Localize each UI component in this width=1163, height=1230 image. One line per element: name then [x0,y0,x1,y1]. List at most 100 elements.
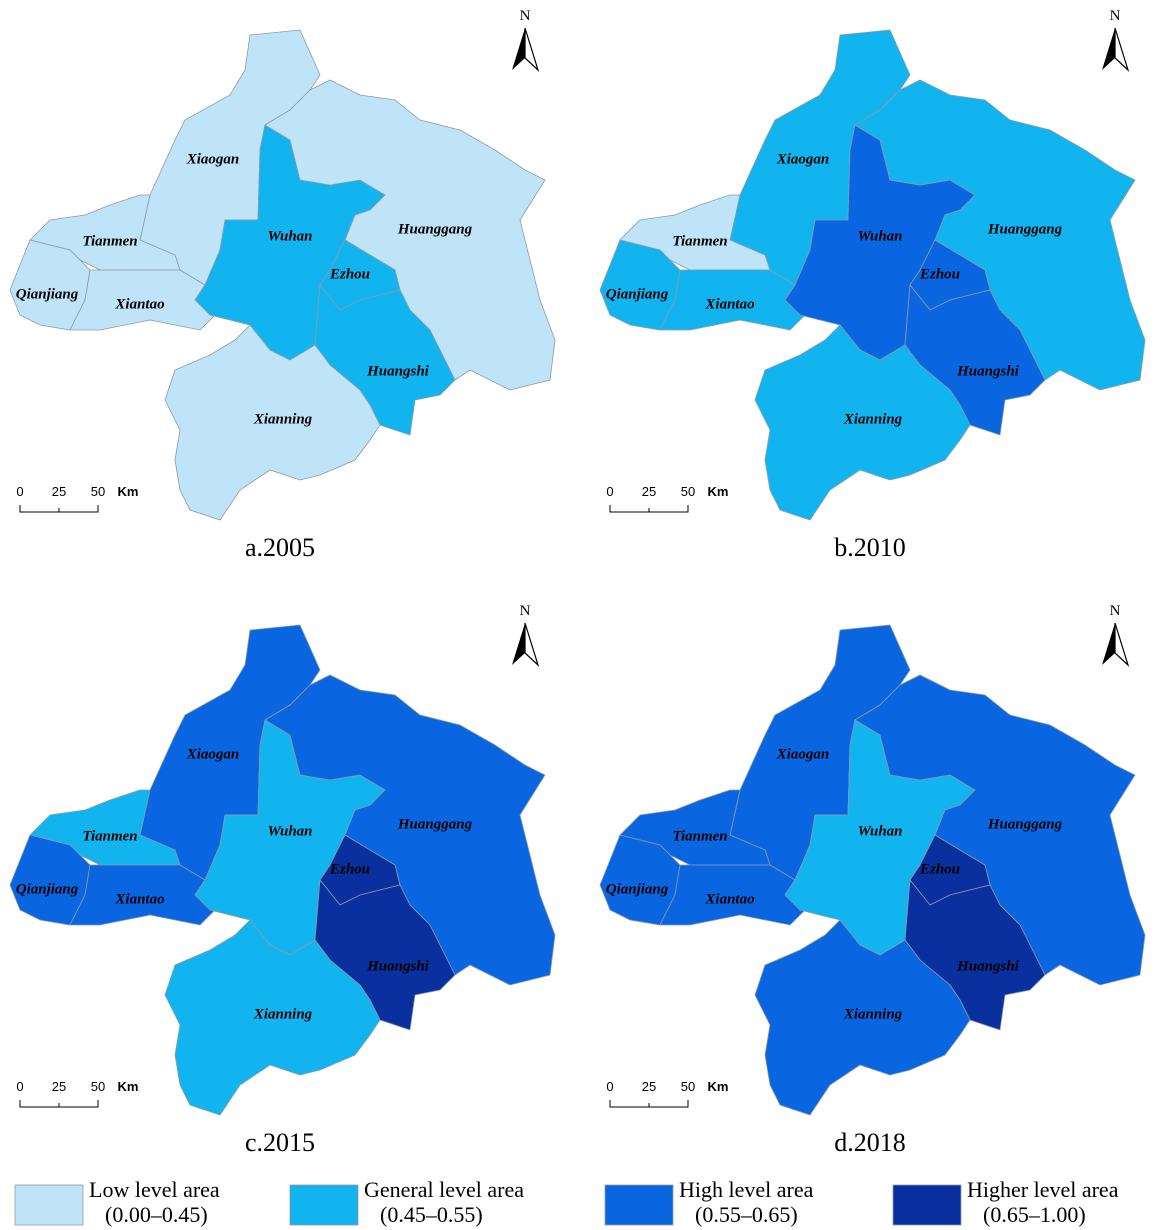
map-panel: Xiaogan Tianmen Qianjiang Xiantao Wuhan Huang… [9,603,556,1157]
legend-range: (0.45–0.55) [380,1202,483,1227]
region-label: Ezhou [329,861,370,877]
region [659,864,806,926]
panel-caption: a.2005 [245,533,315,562]
scale-bar [19,505,99,513]
scale-bar [609,505,689,513]
legend-range: (0.55–0.65) [695,1202,798,1227]
region-label: Xianning [843,1006,903,1022]
scale-tick: 25 [52,484,66,499]
scale-tick: 0 [16,484,23,499]
region-label: Xiantao [704,891,754,907]
region-label: Tianmen [82,828,137,844]
region [164,919,381,1116]
region [69,269,216,331]
panel-caption: c.2015 [245,1128,315,1157]
north-arrow [1114,27,1130,72]
region-label: Huangshi [366,958,430,974]
region [69,864,216,926]
north-label: N [520,8,531,24]
legend-range: (0.65–1.00) [983,1202,1086,1227]
legend-swatch [289,1184,359,1226]
region-label: Ezhou [919,266,960,282]
legend-range: (0.00–0.45) [105,1202,208,1227]
panel-caption: d.2018 [834,1128,906,1157]
legend-swatch [892,1184,962,1226]
north-arrow [524,622,540,667]
map-panel: Xiaogan Tianmen Qianjiang Xiantao Wuhan Huang… [599,603,1146,1157]
panel-caption: b.2010 [834,533,906,562]
map-panel: Xiaogan Tianmen Qianjiang Xiantao Wuhan Huang… [599,8,1146,562]
region-label: Ezhou [919,861,960,877]
scale-tick: 50 [681,1079,695,1094]
region-label: Wuhan [267,823,312,839]
legend-label: High level area [679,1177,814,1202]
region-label: Wuhan [267,228,312,244]
north-arrow [512,28,525,70]
legend-swatch [14,1184,84,1226]
region-label: Huanggang [987,816,1063,832]
region [754,324,971,521]
north-label: N [520,603,531,619]
scale-tick: 0 [16,1079,23,1094]
region-label: Huangshi [956,958,1020,974]
region-label: Xiaogan [776,746,830,762]
region-label: Xiantao [704,296,754,312]
scale-unit: Km [708,1079,729,1094]
scale-bar [609,1100,689,1108]
north-arrow [1102,623,1115,665]
region-label: Qianjiang [16,286,79,302]
scale-tick: 50 [91,1079,105,1094]
region-label: Huanggang [397,221,473,237]
region-label: Huanggang [987,221,1063,237]
region-label: Xiaogan [186,746,240,762]
region-label: Wuhan [857,823,902,839]
region-label: Xianning [843,411,903,427]
north-label: N [1110,8,1121,24]
scale-bar [19,1100,99,1108]
legend-label: Higher level area [967,1177,1119,1202]
region-label: Qianjiang [16,881,79,897]
map-panel: Xiaogan Tianmen Qianjiang Xiantao Wuhan Huang… [9,8,556,562]
region-label: Qianjiang [606,881,669,897]
region [264,79,556,391]
legend-label: Low level area [89,1177,220,1202]
region [164,324,381,521]
scale-tick: 0 [606,1079,613,1094]
region-label: Qianjiang [606,286,669,302]
scale-unit: Km [118,1079,139,1094]
region-label: Huangshi [366,363,430,379]
scale-tick: 50 [91,484,105,499]
region-label: Xiaogan [186,151,240,167]
north-arrow [524,27,540,72]
north-arrow [1102,28,1115,70]
region-label: Xiantao [114,296,164,312]
region [854,674,1146,986]
region-label: Huanggang [397,816,473,832]
region [659,269,806,331]
scale-tick: 25 [642,484,656,499]
region-label: Tianmen [82,233,137,249]
region-label: Wuhan [857,228,902,244]
region [854,79,1146,391]
region-label: Tianmen [672,233,727,249]
north-arrow [1114,622,1130,667]
region-label: Huangshi [956,363,1020,379]
region-label: Xiantao [114,891,164,907]
region-label: Xiaogan [776,151,830,167]
legend-swatch [604,1184,674,1226]
scale-tick: 25 [52,1079,66,1094]
scale-tick: 50 [681,484,695,499]
region-label: Ezhou [329,266,370,282]
region-label: Xianning [253,411,313,427]
region [264,674,556,986]
north-label: N [1110,603,1121,619]
region [754,919,971,1116]
north-arrow [512,623,525,665]
scale-unit: Km [708,484,729,499]
scale-unit: Km [118,484,139,499]
legend-label: General level area [364,1177,524,1202]
scale-tick: 25 [642,1079,656,1094]
region-label: Tianmen [672,828,727,844]
region-label: Xianning [253,1006,313,1022]
